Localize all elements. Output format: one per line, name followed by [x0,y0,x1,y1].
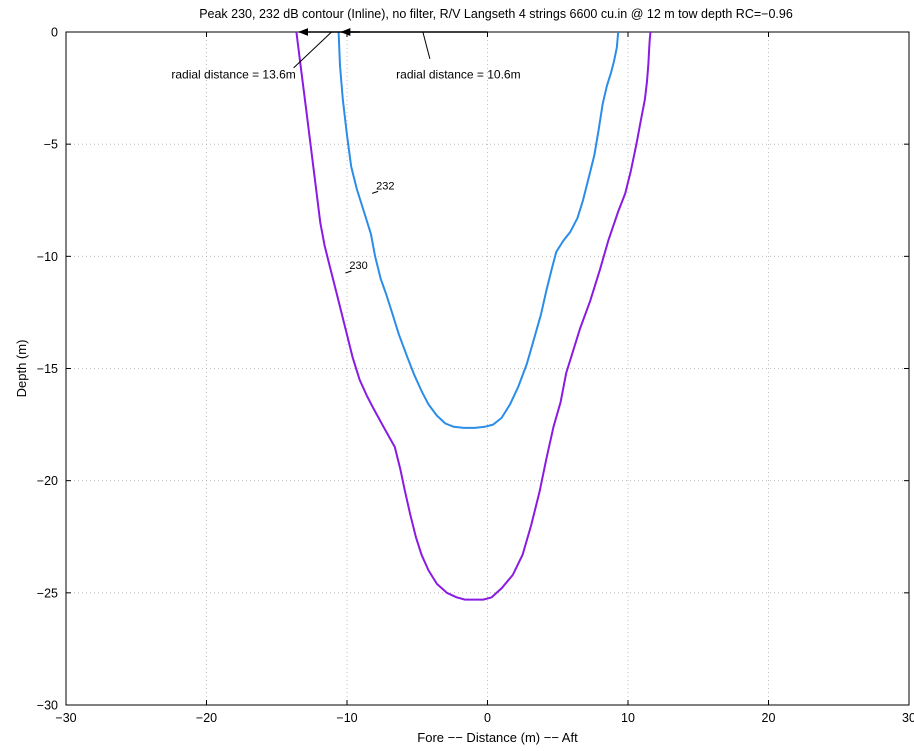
y-tick-label: −25 [37,586,58,600]
y-tick-label: −30 [37,699,58,713]
y-tick-label: −5 [44,138,58,152]
y-axis-label: Depth (m) [14,340,29,398]
y-tick-label: 0 [51,26,58,40]
x-axis-label: Fore −− Distance (m) −− Aft [417,730,578,745]
chart-title: Peak 230, 232 dB contour (Inline), no fi… [199,7,793,21]
contour-label-tick [345,270,352,274]
contour-label-tick [371,190,379,194]
x-axis: −30 −20 −10 0 10 20 30 [55,32,914,725]
contour-line-230 [295,31,652,601]
radial-distance-label: radial distance = 10.6m [396,68,520,82]
contour-label-230: 230 [349,260,367,272]
x-tick-label: 10 [621,711,635,725]
series-layer: 232 230 [295,31,652,601]
x-tick-label: 0 [484,711,491,725]
y-tick-label: −15 [37,362,58,376]
grid [66,32,909,705]
annotation-leader-line [422,31,431,60]
x-tick-label: −20 [196,711,217,725]
x-tick-label: −30 [55,711,76,725]
x-tick-label: −10 [336,711,357,725]
annotation-layer: radial distance = 13.6m radial distance =… [171,28,521,82]
annotation-leader-line [293,31,332,69]
y-tick-label: −20 [37,474,58,488]
radial-distance-label: radial distance = 13.6m [171,68,295,82]
y-tick-label: −10 [37,250,58,264]
y-axis: 0 −5 −10 −15 −20 −25 −30 [37,26,909,713]
contour-line-232 [337,31,620,429]
contour-label-232: 232 [376,180,394,192]
x-tick-label: 30 [902,711,914,725]
x-tick-label: 20 [762,711,776,725]
